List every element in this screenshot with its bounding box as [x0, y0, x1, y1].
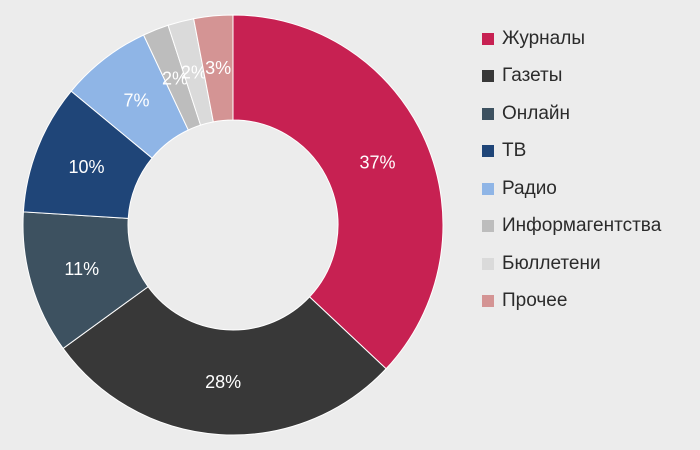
legend: Журналы Газеты Онлайн ТВ Радио Информагентств…: [482, 20, 661, 320]
slice-data-label: 2%: [162, 69, 188, 89]
legend-item: ТВ: [482, 133, 661, 171]
legend-item: Радио: [482, 170, 661, 208]
donut-slice: [193, 14, 234, 123]
donut-slice: [62, 286, 387, 436]
legend-swatch: [482, 295, 494, 308]
slice-data-label: 28%: [205, 372, 241, 392]
legend-swatch: [482, 182, 494, 195]
slice-data-label: 2%: [181, 62, 207, 82]
legend-swatch: [482, 32, 494, 45]
legend-label: Онлайн: [502, 102, 571, 124]
slice-data-label: 37%: [360, 152, 396, 172]
legend-item: Журналы: [482, 20, 661, 58]
legend-item: Газеты: [482, 58, 661, 96]
legend-label: ТВ: [502, 140, 527, 162]
legend-item: Информагентства: [482, 208, 661, 246]
legend-label: Информагентства: [502, 215, 662, 237]
donut-slice: [232, 14, 444, 370]
slice-data-label: 11%: [64, 259, 99, 279]
legend-label: Бюллетени: [502, 252, 601, 274]
slice-data-label: 10%: [69, 157, 105, 177]
legend-label: Журналы: [502, 27, 585, 49]
legend-swatch: [482, 220, 494, 233]
legend-item: Бюллетени: [482, 245, 661, 283]
legend-item: Онлайн: [482, 95, 661, 133]
legend-label: Радио: [502, 177, 557, 199]
legend-swatch: [482, 107, 494, 120]
legend-item: Прочее: [482, 283, 661, 321]
legend-label: Прочее: [502, 290, 568, 312]
slice-data-label: 3%: [205, 58, 231, 78]
legend-swatch: [482, 257, 494, 270]
legend-swatch: [482, 145, 494, 158]
legend-label: Газеты: [502, 65, 563, 87]
slice-data-label: 7%: [123, 91, 149, 111]
legend-swatch: [482, 70, 494, 83]
